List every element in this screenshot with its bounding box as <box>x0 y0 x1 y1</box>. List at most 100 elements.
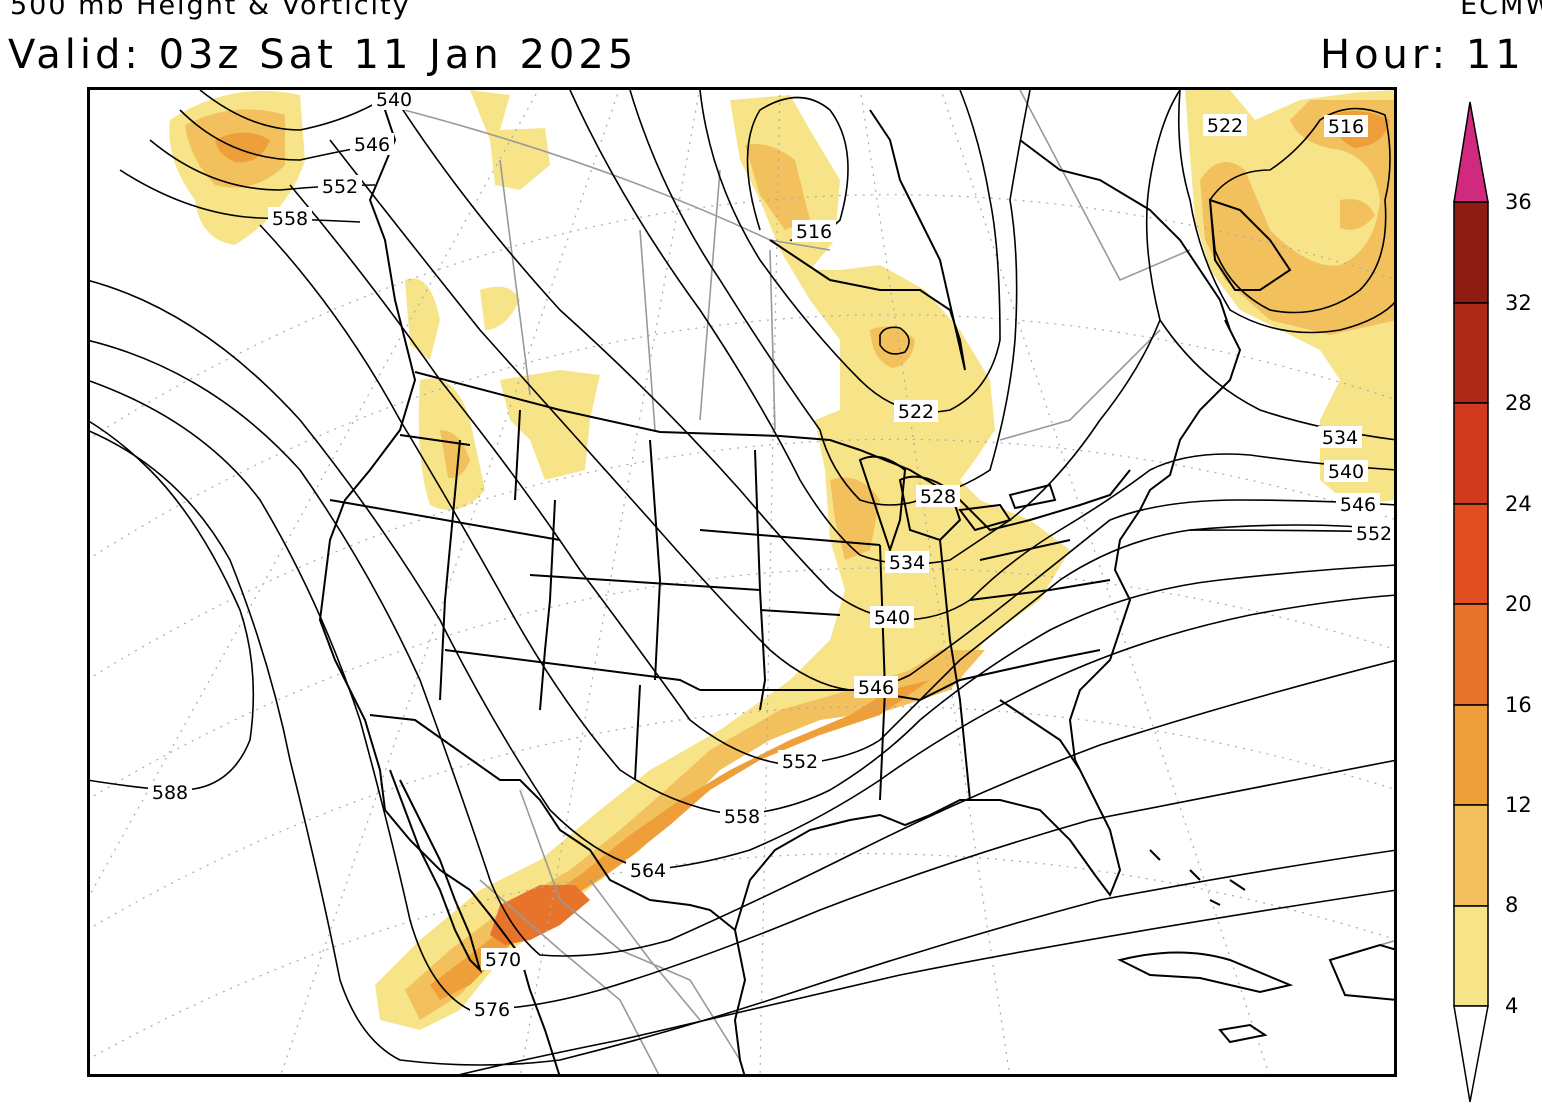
parallel-line <box>87 567 1397 801</box>
province-border <box>384 104 831 251</box>
state-border <box>700 649 1101 702</box>
colorbar-tick-label: 24 <box>1505 492 1532 516</box>
contour-534 <box>569 89 1181 565</box>
contour-label: 552 <box>778 750 822 773</box>
vorticity-area-16-20 <box>490 885 590 945</box>
contour-label-text: 540 <box>874 607 910 629</box>
contour-label-text: 528 <box>920 486 956 508</box>
parallel-line <box>87 438 1397 681</box>
label-background <box>1203 114 1247 136</box>
contour-label: 522 <box>894 400 938 423</box>
contour-label-text: 576 <box>474 999 510 1021</box>
map-panel: 540 546 552 558 516 522 522 516 534 540 … <box>87 87 1397 1077</box>
contour-522-labrador <box>1177 89 1397 334</box>
contour-516-labrador <box>1209 107 1391 314</box>
us-mexico-border <box>369 714 736 931</box>
contour-label: 540 <box>1324 460 1368 483</box>
label-background <box>470 998 514 1020</box>
contour-label-text: 516 <box>1328 116 1364 138</box>
label-background <box>1318 426 1362 448</box>
contour-582 <box>87 429 1397 1066</box>
meridian-line <box>87 87 541 901</box>
contour-label-text: 552 <box>322 176 358 198</box>
vorticity-area-8-12 <box>1200 100 1397 335</box>
label-background <box>1324 115 1368 137</box>
label-background <box>1324 460 1368 482</box>
canada-us-border <box>414 371 1131 532</box>
gulf-coastline <box>734 759 1122 931</box>
cuba-coastline <box>1117 951 1294 994</box>
contour-label: 528 <box>916 485 960 508</box>
colorbar-tick-label: 12 <box>1505 793 1532 817</box>
forecast-hour: Hour: 11 <box>1320 32 1525 78</box>
contour-label-text: 534 <box>1322 427 1358 449</box>
contour-label: 588 <box>148 781 192 804</box>
vorticity-colorbar: 4 8 12 16 20 24 28 32 36 <box>1453 101 1532 1103</box>
colorbar-tick-label: 4 <box>1505 994 1518 1018</box>
vorticity-shading <box>169 90 1397 1030</box>
meridian-line <box>939 87 1271 1077</box>
state-border <box>754 449 767 711</box>
state-border <box>634 684 641 781</box>
colorbar-tick-label: 28 <box>1505 391 1532 415</box>
colorbar-bin-8-12 <box>1453 804 1489 907</box>
colorbar-tick-label: 32 <box>1505 291 1532 315</box>
label-background <box>916 485 960 507</box>
hispaniola-coastline <box>1328 943 1397 1002</box>
state-border <box>969 579 1111 601</box>
province-border <box>769 249 776 431</box>
province-border <box>1019 89 1191 282</box>
label-background <box>372 88 416 110</box>
state-border <box>539 499 556 711</box>
state-border <box>939 539 971 801</box>
hudson-bay-coastline <box>769 109 966 371</box>
mexico-state-border <box>519 789 741 1061</box>
contour-588-south <box>449 889 1397 1077</box>
colorbar-tick-label: 36 <box>1505 190 1532 214</box>
label-background <box>894 400 938 422</box>
contour-label: 552 <box>1352 522 1396 545</box>
state-border <box>399 434 471 446</box>
contour-label-text: 546 <box>858 677 894 699</box>
vorticity-area-8-12 <box>870 326 915 368</box>
label-background <box>318 175 362 197</box>
contour-label-text: 534 <box>889 552 925 574</box>
great-lakes <box>1008 483 1057 510</box>
state-border <box>329 499 561 541</box>
contour-label-text: 546 <box>354 134 390 156</box>
colorbar-tick-label: 16 <box>1505 693 1532 717</box>
contour-570 <box>87 339 1397 957</box>
model-name: ECMW <box>1460 0 1542 21</box>
baja-peninsula <box>389 769 483 974</box>
label-background <box>481 948 525 970</box>
map-background <box>87 87 1397 1077</box>
colorbar-tick-labels: 4 8 12 16 20 24 28 32 36 <box>1505 190 1532 1018</box>
mexico-state-border <box>589 879 701 1021</box>
newfoundland-coastline <box>1208 198 1292 291</box>
label-background <box>626 859 670 881</box>
contour-label: 564 <box>626 859 670 882</box>
contour-label: 516 <box>1324 115 1368 138</box>
colorbar-bin-28-32 <box>1453 302 1489 404</box>
atlantic-coastline <box>1068 319 1242 761</box>
vorticity-area-8-12 <box>745 144 810 230</box>
contour-522-lakes <box>879 326 910 355</box>
state-border <box>649 439 662 681</box>
label-background <box>778 750 822 772</box>
label-background <box>350 133 394 155</box>
contour-label: 540 <box>372 88 416 111</box>
label-background <box>720 805 764 827</box>
state-border <box>699 529 881 546</box>
contour-label: 552 <box>318 175 362 198</box>
state-border <box>444 649 701 691</box>
coastlines-and-borders <box>318 94 1397 1077</box>
contour-label-text: 564 <box>630 860 666 882</box>
label-background <box>870 606 914 628</box>
contour-labels: 540 546 552 558 516 522 522 516 534 540 … <box>148 88 1396 1021</box>
contour-label: 558 <box>268 207 312 230</box>
contour-564 <box>87 279 1397 871</box>
colorbar-tick-label: 20 <box>1505 592 1532 616</box>
valid-time: Valid: 03z Sat 11 Jan 2025 <box>8 32 638 78</box>
contour-label: 534 <box>885 551 929 574</box>
map-frame <box>87 87 1397 1077</box>
